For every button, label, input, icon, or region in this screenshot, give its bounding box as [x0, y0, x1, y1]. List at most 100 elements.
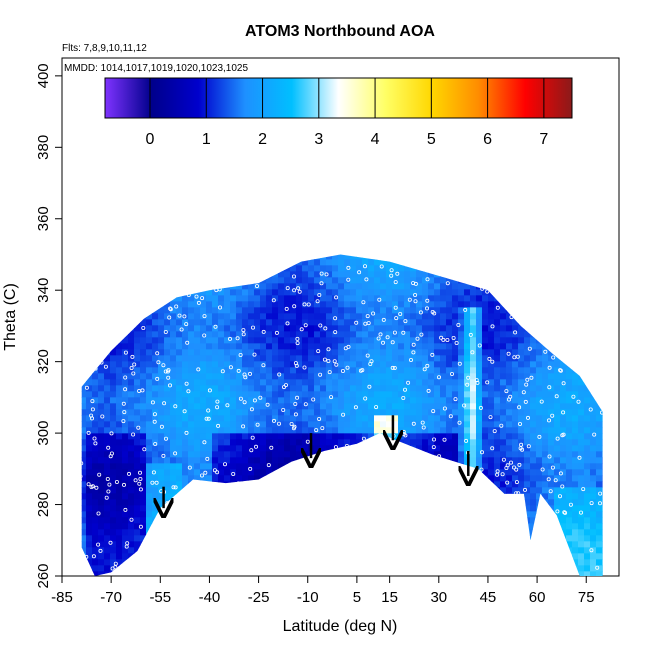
heatmap-cell [170, 517, 177, 524]
heatmap-cell [494, 373, 501, 380]
heatmap-cell [584, 553, 591, 560]
heatmap-cell [320, 385, 327, 392]
heatmap-cell [338, 475, 345, 482]
heatmap-cell [362, 247, 369, 254]
heatmap-cell [230, 254, 237, 260]
heatmap-cell [362, 481, 369, 488]
heatmap-cell [242, 445, 249, 452]
heatmap-cell [530, 535, 537, 542]
heatmap-cell [206, 295, 213, 302]
heatmap-cell [320, 391, 327, 398]
heatmap-cell [476, 331, 483, 338]
heatmap-cell [308, 517, 315, 524]
heatmap-cell [218, 343, 225, 350]
heatmap-cell [296, 301, 303, 308]
heatmap-cell [560, 523, 567, 530]
heatmap-cell [170, 343, 177, 350]
heatmap-cell [506, 535, 513, 542]
heatmap-cell [254, 493, 261, 500]
heatmap-cell [602, 487, 603, 494]
heatmap-cell [170, 271, 177, 278]
heatmap-cell [218, 337, 225, 344]
heatmap-cell [116, 559, 123, 566]
heatmap-cell [128, 559, 135, 566]
heatmap-cell [524, 487, 531, 494]
heatmap-cell [266, 254, 273, 260]
heatmap-cell [86, 271, 93, 278]
heatmap-cell [116, 457, 123, 464]
heatmap-cell [86, 355, 93, 362]
heatmap-cell [356, 505, 363, 512]
heatmap-cell [416, 385, 423, 392]
heatmap-cell [200, 451, 207, 458]
heatmap-cell [554, 493, 561, 500]
heatmap-cell [158, 463, 165, 470]
heatmap-cell [116, 247, 123, 254]
heatmap-cell [290, 313, 297, 320]
heatmap-cell [284, 457, 291, 464]
heatmap-cell [494, 397, 501, 404]
heatmap-cell [284, 565, 291, 572]
heatmap-cell [212, 337, 219, 344]
heatmap-cell [596, 301, 603, 308]
heatmap-cell [572, 475, 579, 482]
heatmap-cell [554, 247, 561, 254]
heatmap-cell [128, 529, 135, 536]
heatmap-cell [128, 499, 135, 506]
heatmap-cell [272, 403, 279, 410]
heatmap-cell [344, 337, 351, 344]
heatmap-cell [212, 319, 219, 326]
heatmap-cell [458, 463, 465, 470]
heatmap-cell [176, 463, 183, 470]
heatmap-cell [350, 391, 357, 398]
heatmap-cell [296, 553, 303, 560]
heatmap-cell [404, 337, 411, 344]
heatmap-cell [260, 535, 267, 542]
heatmap-cell [392, 457, 399, 464]
heatmap-cell [470, 373, 477, 380]
heatmap-cell [176, 397, 183, 404]
heatmap-cell [458, 373, 465, 380]
heatmap-cell [98, 559, 105, 566]
heatmap-cell [92, 301, 99, 308]
heatmap-cell [230, 427, 237, 434]
heatmap-cell [356, 247, 363, 254]
heatmap-cell [572, 553, 579, 560]
heatmap-cell [416, 397, 423, 404]
heatmap-cell [452, 433, 459, 440]
heatmap-cell [248, 451, 255, 458]
heatmap-cell [326, 421, 333, 428]
heatmap-cell [314, 475, 321, 482]
heatmap-cell [266, 331, 273, 338]
heatmap-cell [308, 541, 315, 548]
heatmap-cell [98, 307, 105, 314]
heatmap-cell [476, 349, 483, 356]
heatmap-cell [350, 535, 357, 542]
heatmap-cell [266, 259, 273, 266]
heatmap-cell [554, 559, 561, 566]
heatmap-cell [434, 277, 441, 284]
heatmap-cell [278, 427, 285, 434]
heatmap-cell [200, 361, 207, 368]
heatmap-cell [344, 427, 351, 434]
heatmap-cell [140, 283, 147, 290]
heatmap-cell [278, 271, 285, 278]
heatmap-cell [368, 301, 375, 308]
heatmap-cell [92, 337, 99, 344]
heatmap-cell [224, 259, 231, 266]
heatmap-cell [158, 337, 165, 344]
heatmap-cell [242, 535, 249, 542]
heatmap-cell [566, 247, 573, 254]
heatmap-cell [266, 421, 273, 428]
heatmap-cell [380, 505, 387, 512]
heatmap-cell [110, 373, 117, 380]
heatmap-cell [170, 283, 177, 290]
heatmap-cell [560, 289, 567, 296]
heatmap-cell [254, 415, 261, 422]
heatmap-cell [164, 529, 171, 536]
heatmap-cell [572, 307, 579, 314]
heatmap-cell [356, 337, 363, 344]
heatmap-cell [368, 325, 375, 332]
heatmap-cell [224, 415, 231, 422]
heatmap-cell [122, 469, 129, 476]
